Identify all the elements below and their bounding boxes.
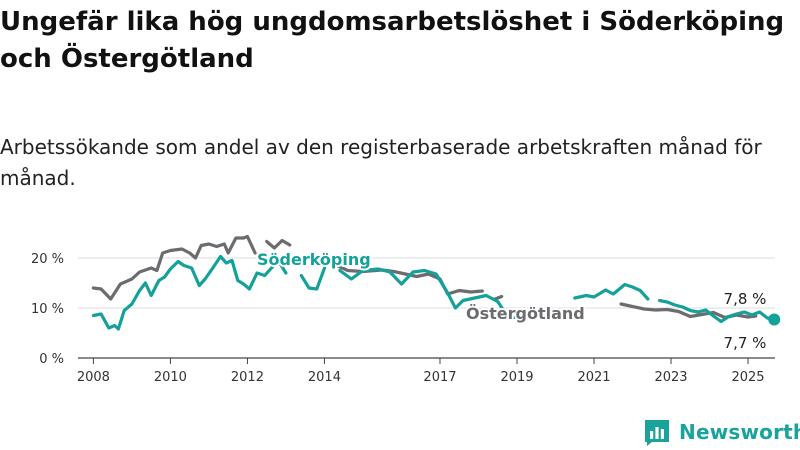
y-tick-label: 10 % [31,302,64,317]
endpoint-marker [768,313,781,326]
x-tick-label: 2012 [231,370,264,385]
series-label-soderkoping: Söderköping [257,250,371,269]
series-line-ostergotland [91,234,257,301]
chart-title: Ungefär lika hög ungdomsarbetslöshet i S… [0,7,785,74]
x-tick-label: 2008 [77,370,110,385]
x-tick-label: 2021 [577,370,610,385]
series-labels: Söderköping Östergötland 7,8 % 7,7 % [255,248,768,354]
series-line-soderkoping [573,282,650,301]
line-chart: 2008 2010 2012 2014 2017 2019 2021 2023 2025 0 %… [31,234,781,385]
chart-subtitle: Arbetssökande som andel av den registerb… [0,135,762,190]
x-tick-label: 2019 [500,370,533,385]
newsworthy-icon [645,420,669,446]
x-tick-label: 2023 [654,370,687,385]
x-tick-label: 2017 [423,370,456,385]
x-tick-label: 2014 [308,370,341,385]
series-line-soderkoping [299,266,327,291]
x-tick-label: 2010 [154,370,187,385]
brand-name: Newsworthy [679,420,800,444]
series-line-soderkoping [91,254,288,331]
newsworthy-logo: Newsworthy [643,418,800,446]
series-line-soderkoping [338,267,519,321]
series-lines [91,234,781,331]
end-value-label: 7,7 % [724,334,767,352]
series-line-soderkoping [657,298,776,324]
series-line-ostergotland [265,238,292,250]
series-label-ostergotland: Östergötland [466,304,585,323]
end-value-label: 7,8 % [724,290,767,308]
y-axis: 0 % 10 % 20 % [31,252,64,367]
y-tick-label: 20 % [31,252,64,267]
y-tick-label: 0 % [39,352,64,367]
x-tick-label: 2025 [731,370,764,385]
x-axis: 2008 2010 2012 2014 2017 2019 2021 2023 2025 [77,357,775,385]
